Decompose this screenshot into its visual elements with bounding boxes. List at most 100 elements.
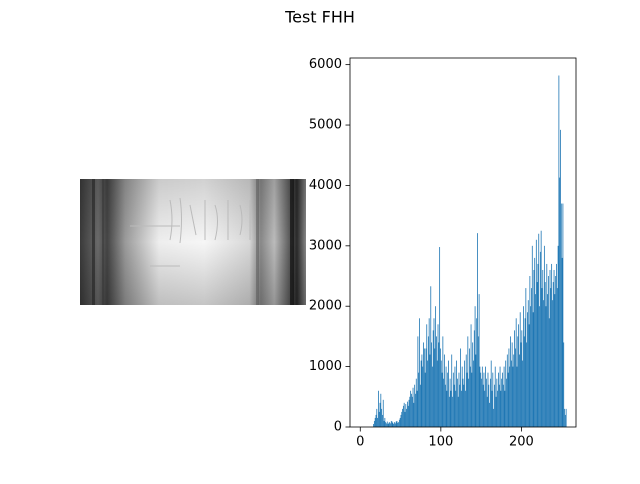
- bar: [510, 336, 511, 427]
- bar: [541, 288, 543, 427]
- bar: [410, 390, 412, 427]
- bar: [375, 414, 377, 427]
- bar: [376, 408, 378, 427]
- bar: [531, 288, 532, 427]
- bar: [436, 336, 437, 427]
- bar: [435, 306, 437, 427]
- bar: [477, 233, 478, 427]
- y-tick-label: 5000: [309, 118, 342, 133]
- y-tick-label: 3000: [309, 238, 342, 253]
- bar: [449, 378, 451, 427]
- bar: [415, 378, 417, 427]
- bar: [543, 245, 545, 427]
- y-tick-label: 2000: [309, 299, 342, 314]
- bar: [386, 423, 387, 427]
- bar: [483, 372, 485, 427]
- bar: [398, 422, 399, 427]
- bar: [539, 251, 541, 427]
- bar: [536, 282, 538, 427]
- bar: [465, 390, 466, 427]
- bar: [523, 306, 524, 427]
- bar: [402, 405, 404, 427]
- bar: [563, 342, 565, 427]
- bar: [499, 366, 501, 427]
- bar: [411, 396, 413, 427]
- bar: [529, 276, 531, 427]
- bar: [456, 378, 458, 427]
- bar: [440, 360, 442, 427]
- bar: [440, 348, 441, 427]
- bar: [415, 393, 416, 427]
- bar: [535, 239, 537, 427]
- bar: [405, 404, 407, 427]
- bar: [437, 324, 439, 427]
- bar: [470, 324, 472, 427]
- bar: [565, 408, 567, 427]
- bar: [373, 423, 374, 427]
- bar: [396, 420, 398, 427]
- bar: [558, 75, 560, 427]
- bar: [507, 372, 509, 427]
- bar: [484, 390, 486, 427]
- bar: [389, 422, 391, 427]
- bar: [448, 396, 450, 427]
- bar: [430, 286, 432, 427]
- bar: [445, 366, 447, 427]
- bar: [402, 408, 403, 427]
- bar: [479, 366, 481, 427]
- bar: [498, 384, 500, 427]
- bar: [549, 269, 551, 427]
- bar: [418, 372, 420, 427]
- bar: [473, 360, 474, 427]
- bar: [422, 366, 424, 427]
- bar: [425, 348, 427, 427]
- bar: [391, 421, 393, 427]
- bar: [496, 378, 498, 427]
- bar: [472, 342, 474, 427]
- bar: [383, 420, 385, 427]
- bar: [447, 372, 449, 427]
- bar: [393, 423, 395, 427]
- bar: [392, 422, 394, 427]
- bar: [551, 263, 553, 427]
- bar: [552, 282, 554, 427]
- bar: [518, 324, 519, 427]
- bar: [505, 360, 507, 427]
- bar: [471, 372, 473, 427]
- bar: [535, 294, 536, 427]
- bar: [473, 330, 475, 427]
- bar: [522, 360, 524, 427]
- bar: [416, 390, 418, 427]
- bar: [555, 276, 557, 427]
- bar: [553, 269, 555, 427]
- bar: [513, 354, 515, 427]
- bar: [506, 354, 508, 427]
- bar: [560, 203, 562, 427]
- bar: [525, 288, 527, 427]
- bar: [528, 324, 530, 427]
- bar: [469, 366, 471, 427]
- bar: [531, 245, 533, 427]
- bar: [518, 354, 520, 427]
- bar: [431, 366, 433, 427]
- bar: [414, 384, 416, 427]
- bar: [379, 402, 381, 427]
- bar: [419, 318, 420, 427]
- bar: [540, 230, 542, 427]
- bar: [384, 417, 386, 427]
- bar: [527, 312, 528, 427]
- bar: [448, 360, 449, 427]
- bar: [427, 360, 428, 427]
- bar: [399, 417, 401, 427]
- bar: [481, 366, 483, 427]
- bar: [460, 348, 461, 427]
- bar: [457, 396, 459, 427]
- bar: [527, 300, 529, 427]
- bar: [467, 336, 469, 427]
- y-tick-label: 0: [334, 420, 342, 435]
- bar: [408, 399, 410, 427]
- bar: [460, 390, 462, 427]
- bar: [524, 318, 526, 427]
- bar: [503, 366, 505, 427]
- bar: [490, 360, 492, 427]
